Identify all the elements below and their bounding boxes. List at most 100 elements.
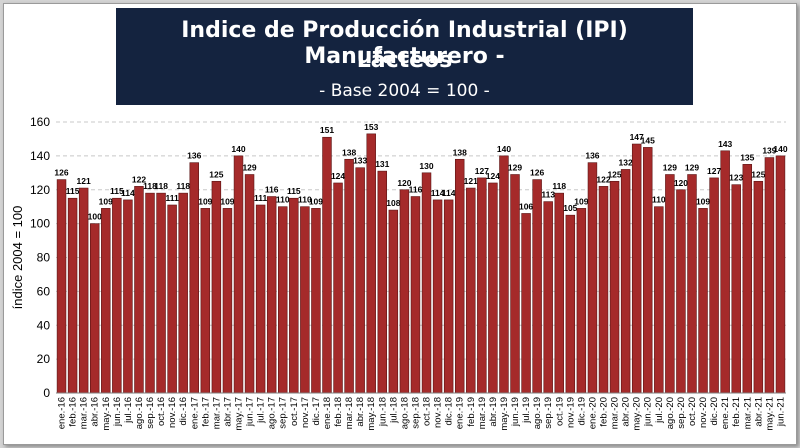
bar <box>278 206 288 394</box>
bar <box>101 208 111 394</box>
bar <box>565 214 576 394</box>
data-label: 125 <box>751 169 765 179</box>
data-label: 109 <box>220 196 234 206</box>
bar <box>410 196 421 394</box>
x-tick-label: dic.-18 <box>444 397 455 426</box>
x-tick-label: oct.-16 <box>156 397 167 426</box>
data-label: 114 <box>121 188 135 198</box>
data-label: 143 <box>718 139 732 149</box>
bar <box>576 208 587 394</box>
x-tick-label: may.-18 <box>366 397 377 431</box>
chart-frame: 0 20 40 60 80 100 120 140 160 126 ene.-16 115 feb.-1… <box>3 3 797 445</box>
bar <box>156 192 166 394</box>
data-label: 120 <box>674 178 688 188</box>
data-label: 125 <box>209 169 223 179</box>
bar <box>609 180 620 394</box>
x-tick-label: abr.-16 <box>90 397 101 427</box>
bar <box>167 204 177 394</box>
bar <box>521 213 531 394</box>
bar <box>620 169 631 394</box>
x-tick-label: jun.-17 <box>245 397 256 427</box>
data-label: 116 <box>265 185 279 195</box>
x-tick-label: jun.-19 <box>510 397 521 427</box>
x-tick-label: jul.-18 <box>388 397 399 424</box>
x-tick-label: jul.-17 <box>256 397 267 424</box>
bar <box>178 192 188 394</box>
bar <box>466 187 476 394</box>
x-tick-label: nov.-19 <box>565 397 576 428</box>
chart-title: Indice de Producción Industrial (IPI) Ma… <box>181 18 628 69</box>
bar <box>665 174 675 394</box>
data-label: 110 <box>276 195 290 205</box>
data-label: 114 <box>442 188 456 198</box>
y-tick-label: 100 <box>30 217 50 231</box>
data-label: 121 <box>77 176 91 186</box>
bar <box>255 204 266 394</box>
x-tick-label: abr.-20 <box>621 397 632 427</box>
data-label: 115 <box>66 186 80 196</box>
x-tick-label: ene.-20 <box>587 397 598 429</box>
bar <box>753 180 764 394</box>
data-label: 109 <box>696 196 710 206</box>
data-label: 151 <box>320 125 334 135</box>
x-tick-label: jun.-18 <box>377 397 388 427</box>
data-label: 109 <box>99 196 113 206</box>
bar <box>643 147 653 394</box>
x-tick-label: sep.-16 <box>145 397 156 429</box>
x-tick-label: ene.-16 <box>57 397 68 429</box>
bar <box>89 223 100 394</box>
x-tick-label: abr.-19 <box>488 397 499 427</box>
y-tick-label: 160 <box>30 115 50 129</box>
bar <box>366 133 376 394</box>
data-label: 129 <box>508 163 522 173</box>
x-tick-label: ene.-21 <box>720 397 731 429</box>
x-tick-label: feb.-21 <box>731 397 742 427</box>
bar <box>631 143 642 394</box>
data-label: 127 <box>707 166 721 176</box>
data-label: 108 <box>386 198 400 208</box>
data-label: 115 <box>287 186 301 196</box>
data-label: 126 <box>530 168 544 178</box>
bar <box>355 167 365 394</box>
data-label: 111 <box>166 193 180 203</box>
bar <box>399 189 410 394</box>
y-tick-label: 140 <box>30 149 50 163</box>
data-label: 122 <box>132 174 146 184</box>
data-label: 140 <box>773 144 787 154</box>
x-tick-label: abr.-18 <box>355 397 366 427</box>
data-label: 110 <box>652 195 666 205</box>
data-label: 130 <box>419 161 433 171</box>
bar <box>477 177 487 394</box>
x-tick-label: feb.-16 <box>68 397 79 427</box>
bar <box>244 174 255 394</box>
x-tick-label: feb.-19 <box>466 397 477 427</box>
bar <box>676 189 686 394</box>
x-tick-label: feb.-20 <box>599 397 610 427</box>
data-label: 135 <box>740 152 754 162</box>
bar <box>731 184 741 394</box>
bar <box>654 206 664 394</box>
x-tick-label: sep.-17 <box>278 397 289 429</box>
bar <box>200 208 211 394</box>
x-tick-label: oct.-20 <box>687 397 698 426</box>
bar <box>233 155 244 394</box>
data-label: 106 <box>519 201 533 211</box>
data-label: 140 <box>231 144 245 154</box>
bar <box>709 177 719 394</box>
data-label: 109 <box>198 196 212 206</box>
bar <box>532 179 542 394</box>
bar <box>598 186 609 394</box>
bar <box>300 206 310 394</box>
data-label: 105 <box>563 203 577 213</box>
data-label: 121 <box>464 176 478 186</box>
x-tick-label: jun.-21 <box>775 397 786 427</box>
bar <box>432 199 443 394</box>
x-tick-label: dic.-20 <box>709 397 720 426</box>
x-tick-label: mar.-20 <box>610 397 621 429</box>
x-tick-label: oct.-18 <box>422 397 433 426</box>
x-tick-label: ene.-18 <box>322 397 333 429</box>
data-label: 109 <box>309 196 323 206</box>
x-tick-label: mar.-17 <box>211 397 222 429</box>
bar <box>112 197 122 394</box>
bar <box>454 158 465 394</box>
